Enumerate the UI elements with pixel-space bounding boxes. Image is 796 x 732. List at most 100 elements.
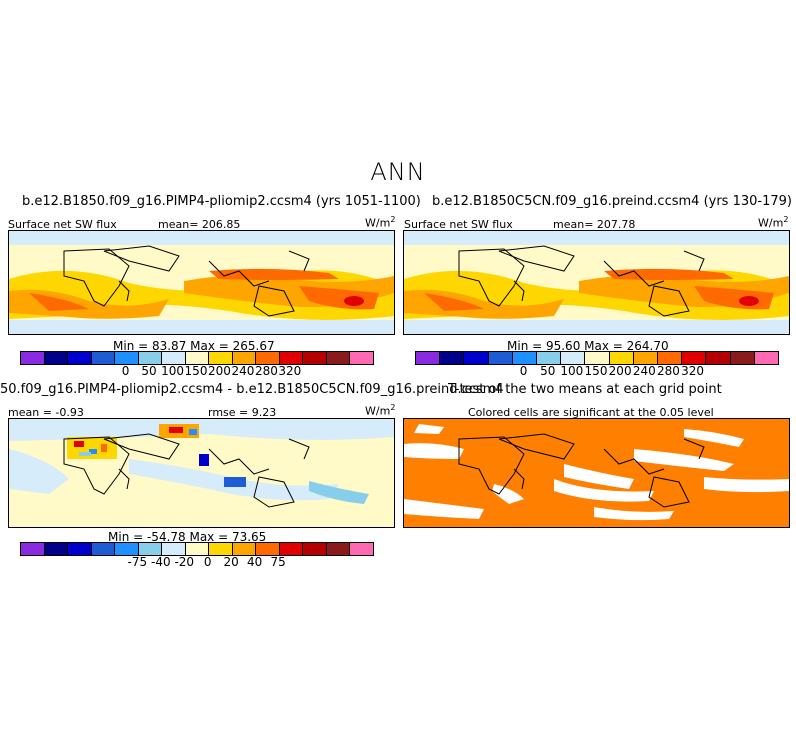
minmax-bottom-left: Min = -54.78 Max = 73.65 bbox=[108, 530, 267, 544]
colorbar-top-right-tick-label: 100 bbox=[560, 364, 584, 378]
colorbar-top-left-tick-label: 100 bbox=[161, 364, 184, 378]
colorbar-top-right-swatch-5 bbox=[537, 352, 562, 364]
colorbar-top-left-swatch-8 bbox=[209, 352, 233, 364]
panel-title-bottom-left: 50.f09_g16.PIMP4-pliomip2.ccsm4 - b.e12.… bbox=[0, 382, 504, 397]
colorbar-top-right-tick-label: 50 bbox=[540, 364, 556, 378]
units-label-bottom-left: W/m2 bbox=[365, 403, 396, 418]
map-panel-bottom-right bbox=[403, 418, 790, 528]
colorbar-top-right bbox=[415, 351, 779, 365]
colorbar-bottom-left-swatch-4 bbox=[115, 543, 139, 555]
colorbar-top-right-swatch-7 bbox=[585, 352, 610, 364]
colorbar-top-left-swatch-12 bbox=[303, 352, 327, 364]
sw-flux-diff-map bbox=[9, 419, 394, 527]
significance-label: Colored cells are significant at the 0.0… bbox=[468, 406, 714, 419]
sw-flux-map-top-right bbox=[404, 231, 789, 334]
colorbar-bottom-left-tick-label: -40 bbox=[150, 555, 171, 569]
map-panel-top-left bbox=[8, 230, 395, 335]
colorbar-bottom-left-swatch-7 bbox=[185, 543, 210, 555]
colorbar-bottom-left bbox=[20, 542, 374, 556]
ttest-significance-map bbox=[404, 419, 789, 527]
colorbar-top-right-swatch-6 bbox=[561, 352, 586, 364]
colorbar-top-right-tick-label: 280 bbox=[656, 364, 680, 378]
colorbar-ticks-bottom-left: -75 -40 -20 0 20 40 75 bbox=[20, 555, 372, 569]
colorbar-bottom-left-swatch-11 bbox=[279, 543, 304, 555]
panel-title-bottom-right: T-test of the two means at each grid poi… bbox=[448, 382, 722, 397]
colorbar-ticks-top-right: 0 50 100 150 200 240 280 320 bbox=[415, 364, 777, 378]
colorbar-bottom-left-tick-label: 75 bbox=[270, 555, 286, 569]
colorbar-top-left-swatch-3 bbox=[91, 352, 116, 364]
colorbar-bottom-left-swatch-5 bbox=[138, 543, 163, 555]
colorbar-top-left-swatch-0 bbox=[21, 352, 45, 364]
colorbar-top-right-tick-label: 150 bbox=[584, 364, 608, 378]
variable-label-top-right: Surface net SW flux bbox=[404, 218, 513, 231]
colorbar-bottom-left-tick-label: 0 bbox=[203, 555, 212, 569]
colorbar-top-left-tick-label: 280 bbox=[254, 364, 278, 378]
colorbar-top-right-tick-label: 200 bbox=[608, 364, 632, 378]
colorbar-top-right-swatch-9 bbox=[633, 352, 659, 364]
colorbar-top-left-swatch-14 bbox=[350, 352, 373, 364]
colorbar-bottom-left-swatch-0 bbox=[21, 543, 45, 555]
colorbar-top-left-swatch-5 bbox=[138, 352, 163, 364]
colorbar-top-right-swatch-1 bbox=[440, 352, 465, 364]
colorbar-top-right-swatch-4 bbox=[512, 352, 538, 364]
colorbar-bottom-left-swatch-14 bbox=[350, 543, 373, 555]
colorbar-top-left-swatch-11 bbox=[279, 352, 304, 364]
colorbar-ticks-top-left: 0 50 100 150 200 240 280 320 bbox=[20, 364, 372, 378]
colorbar-top-left-swatch-10 bbox=[256, 352, 280, 364]
colorbar-bottom-left-tick-label: -20 bbox=[174, 555, 195, 569]
map-panel-bottom-left bbox=[8, 418, 395, 528]
colorbar-top-left-tick-label: 150 bbox=[184, 364, 208, 378]
colorbar-top-left-tick-label: 0 bbox=[121, 364, 130, 378]
colorbar-top-left-swatch-4 bbox=[115, 352, 139, 364]
colorbar-top-right-tick-label: 240 bbox=[632, 364, 656, 378]
colorbar-bottom-left-swatch-10 bbox=[256, 543, 280, 555]
season-title: ANN bbox=[370, 158, 426, 186]
mean-label-top-left: mean= 206.85 bbox=[158, 218, 241, 231]
colorbar-bottom-left-swatch-9 bbox=[232, 543, 257, 555]
colorbar-bottom-left-swatch-8 bbox=[209, 543, 233, 555]
colorbar-top-left-swatch-2 bbox=[68, 352, 92, 364]
colorbar-top-right-tick-label: 320 bbox=[681, 364, 704, 378]
mean-label-bottom-left: mean = -0.93 bbox=[8, 406, 84, 419]
panel-title-top-right: b.e12.B1850C5CN.f09_g16.preind.ccsm4 (yr… bbox=[432, 194, 792, 209]
colorbar-bottom-left-swatch-2 bbox=[68, 543, 92, 555]
map-panel-top-right bbox=[403, 230, 790, 335]
colorbar-top-left-swatch-13 bbox=[326, 352, 351, 364]
units-label-top-right: W/m2 bbox=[758, 215, 789, 230]
colorbar-top-left-tick-label: 50 bbox=[141, 364, 157, 378]
colorbar-top-right-swatch-0 bbox=[416, 352, 441, 364]
units-label-top-left: W/m2 bbox=[365, 215, 396, 230]
mean-label-top-right: mean= 207.78 bbox=[553, 218, 636, 231]
colorbar-top-right-swatch-2 bbox=[464, 352, 489, 364]
colorbar-top-left-swatch-1 bbox=[44, 352, 69, 364]
minmax-top-left: Min = 83.87 Max = 265.67 bbox=[113, 339, 275, 353]
colorbar-top-right-swatch-13 bbox=[730, 352, 755, 364]
colorbar-top-right-swatch-12 bbox=[706, 352, 731, 364]
colorbar-bottom-left-swatch-1 bbox=[44, 543, 69, 555]
colorbar-bottom-left-swatch-12 bbox=[303, 543, 327, 555]
colorbar-top-right-swatch-3 bbox=[488, 352, 513, 364]
colorbar-top-left-tick-label: 200 bbox=[208, 364, 231, 378]
minmax-top-right: Min = 95.60 Max = 264.70 bbox=[507, 339, 669, 353]
colorbar-top-left-tick-label: 320 bbox=[278, 364, 302, 378]
colorbar-top-left-swatch-6 bbox=[162, 352, 186, 364]
variable-label-top-left: Surface net SW flux bbox=[8, 218, 117, 231]
colorbar-top-left-swatch-7 bbox=[185, 352, 210, 364]
colorbar-bottom-left-swatch-6 bbox=[162, 543, 186, 555]
panel-title-top-left: b.e12.B1850.f09_g16.PIMP4-pliomip2.ccsm4… bbox=[22, 194, 421, 209]
colorbar-bottom-left-tick-label: 20 bbox=[223, 555, 239, 569]
colorbar-top-right-swatch-14 bbox=[754, 352, 779, 364]
colorbar-bottom-left-swatch-3 bbox=[91, 543, 116, 555]
colorbar-bottom-left-tick-label: 40 bbox=[247, 555, 263, 569]
colorbar-top-left bbox=[20, 351, 374, 365]
colorbar-top-right-tick-label: 0 bbox=[519, 364, 528, 378]
colorbar-bottom-left-swatch-13 bbox=[326, 543, 351, 555]
sw-flux-map-top-left bbox=[9, 231, 394, 334]
colorbar-top-right-swatch-8 bbox=[609, 352, 634, 364]
rmse-label-bottom-left: rmse = 9.23 bbox=[208, 406, 277, 419]
colorbar-top-right-swatch-11 bbox=[682, 352, 707, 364]
colorbar-top-left-tick-label: 240 bbox=[231, 364, 255, 378]
colorbar-top-right-swatch-10 bbox=[658, 352, 683, 364]
colorbar-bottom-left-tick-label: -75 bbox=[127, 555, 148, 569]
colorbar-top-left-swatch-9 bbox=[232, 352, 257, 364]
